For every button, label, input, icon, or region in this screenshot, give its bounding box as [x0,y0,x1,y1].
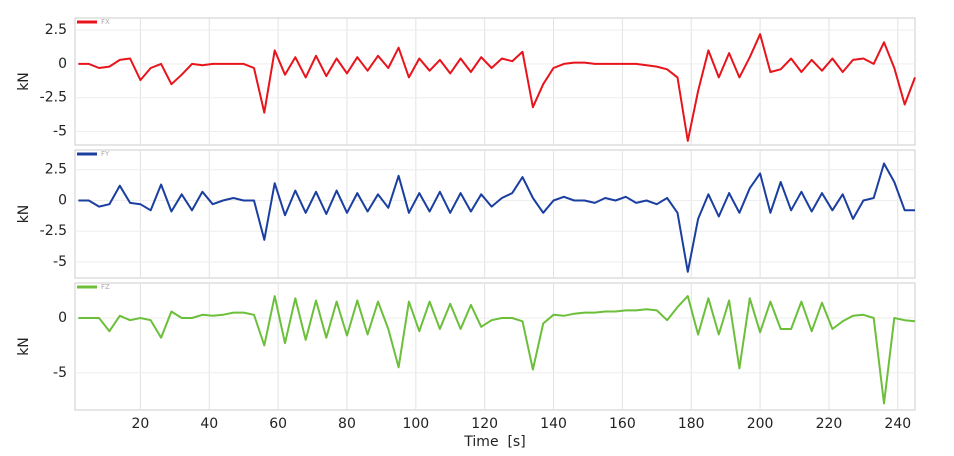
x-tick-label: 240 [884,416,911,432]
y-tick-label: -2.5 [40,90,67,106]
x-axis-label: Time [s] [463,434,525,450]
x-tick-label: 160 [609,416,636,432]
legend-label: FY [101,150,110,158]
y-axis-label: kN [16,205,32,224]
y-tick-label: 0 [58,310,67,326]
x-tick-label: 220 [816,416,843,432]
x-tick-label: 120 [471,416,498,432]
panel-frame [74,17,916,146]
y-tick-label: 2.5 [45,22,67,38]
y-tick-label: -5 [53,123,67,139]
y-tick-label: 2.5 [45,162,67,178]
legend-label: FZ [101,283,110,291]
x-tick-label: 20 [131,416,149,432]
x-tick-label: 200 [747,416,774,432]
x-tick-label: 40 [200,416,218,432]
y-tick-label: -5 [53,254,67,270]
data-line [78,162,915,273]
x-tick-label: 140 [540,416,567,432]
y-axis-label: kN [16,72,32,91]
y-tick-label: -5 [53,365,67,381]
y-tick-label: 0 [58,56,67,72]
x-tick-label: 80 [338,416,356,432]
x-tick-label: 100 [402,416,429,432]
x-tick-label: 60 [269,416,287,432]
y-tick-label: 0 [58,192,67,208]
y-axis-label: kN [16,337,32,356]
panel-frame [74,282,916,411]
data-line [78,295,916,405]
x-tick-label: 180 [678,416,705,432]
data-line [78,33,916,142]
panel-frame [74,149,916,279]
y-tick-label: -2.5 [40,223,67,239]
legend-label: FX [101,18,110,26]
